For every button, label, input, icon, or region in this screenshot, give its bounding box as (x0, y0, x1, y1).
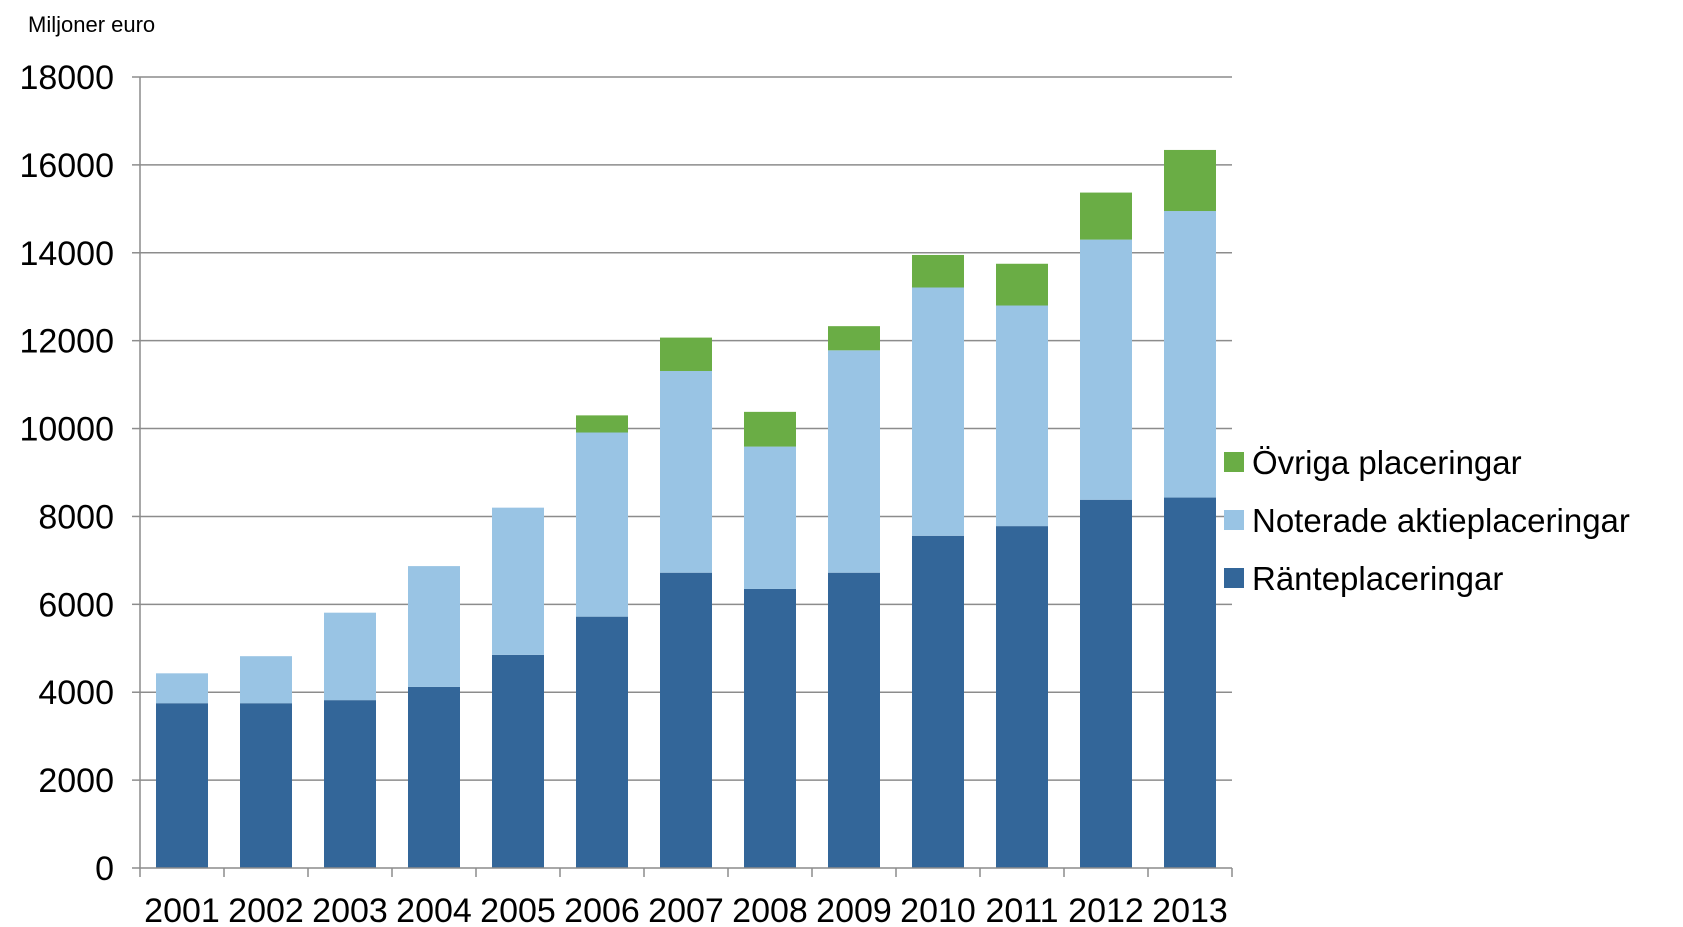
bar-2002-series-0 (240, 703, 292, 868)
bar-2002-series-1 (240, 656, 292, 704)
bar-2009-series-2 (828, 326, 880, 351)
bar-2011-series-0 (996, 526, 1048, 868)
y-tick-label-16000: 16000 (19, 147, 114, 185)
y-tick-label-12000: 12000 (19, 323, 114, 361)
x-tick-label-2008: 2008 (732, 892, 808, 927)
legend-swatch-1 (1224, 510, 1244, 530)
bar-2011-series-2 (996, 263, 1048, 306)
bar-2006-series-2 (576, 415, 628, 433)
x-tick-label-2011: 2011 (985, 892, 1058, 927)
bar-2003-series-0 (324, 700, 376, 868)
y-tick-label-6000: 6000 (38, 586, 114, 624)
bar-2012-series-0 (1080, 499, 1132, 868)
x-tick-label-2001: 2001 (144, 892, 220, 927)
x-tick-label-2002: 2002 (228, 892, 304, 927)
bars (156, 149, 1216, 868)
bar-2007-series-1 (660, 370, 712, 573)
bar-2013-series-1 (1164, 211, 1216, 498)
legend-label-0: Ränteplaceringar (1252, 560, 1503, 597)
legend-swatch-0 (1224, 568, 1244, 588)
bar-2013-series-2 (1164, 149, 1216, 212)
y-tick-label-8000: 8000 (38, 498, 114, 536)
legend-label-1: Noterade aktieplaceringar (1252, 502, 1630, 539)
legend-label-2: Övriga placeringar (1252, 444, 1522, 481)
y-tick-label-10000: 10000 (19, 411, 114, 449)
bar-2007-series-0 (660, 572, 712, 868)
y-tick-label-14000: 14000 (19, 235, 114, 273)
legend-swatch-2 (1224, 452, 1244, 472)
y-axis-unit-label: Miljoner euro (28, 12, 155, 37)
y-tick-label-2000: 2000 (38, 762, 114, 800)
x-tick-label-2007: 2007 (648, 892, 724, 927)
bar-2010-series-0 (912, 535, 964, 868)
y-tick-label-4000: 4000 (38, 674, 114, 712)
x-tick-label-2009: 2009 (816, 892, 892, 927)
bar-2003-series-1 (324, 612, 376, 701)
bar-2008-series-2 (744, 411, 796, 447)
x-tick-label-2003: 2003 (312, 892, 388, 927)
bar-2009-series-0 (828, 572, 880, 868)
axes (132, 76, 1233, 877)
y-tick-label-18000: 18000 (19, 59, 114, 97)
bar-2004-series-1 (408, 566, 460, 687)
bar-2001-series-0 (156, 703, 208, 868)
bar-2005-series-1 (492, 507, 544, 655)
x-tick-label-2013: 2013 (1152, 892, 1228, 927)
bar-2007-series-2 (660, 337, 712, 371)
legend: Övriga placeringar Noterade aktieplacerin… (1224, 444, 1630, 597)
x-tick-label-2012: 2012 (1068, 892, 1144, 927)
bar-2012-series-2 (1080, 192, 1132, 240)
bar-2011-series-1 (996, 305, 1048, 527)
x-tick-label-2010: 2010 (900, 892, 976, 927)
x-tick-label-2006: 2006 (564, 892, 640, 927)
x-tick-label-2004: 2004 (396, 892, 472, 927)
bar-2009-series-1 (828, 350, 880, 573)
bar-2006-series-0 (576, 616, 628, 868)
y-tick-label-0: 0 (95, 850, 114, 888)
bar-2013-series-0 (1164, 497, 1216, 868)
x-tick-label-2005: 2005 (480, 892, 556, 927)
bar-2008-series-1 (744, 446, 796, 589)
bar-2005-series-0 (492, 654, 544, 868)
bar-2010-series-1 (912, 287, 964, 536)
bar-2001-series-1 (156, 673, 208, 704)
bar-2010-series-2 (912, 254, 964, 288)
bar-2012-series-1 (1080, 239, 1132, 500)
bar-2008-series-0 (744, 588, 796, 868)
bar-2006-series-1 (576, 432, 628, 617)
bar-2004-series-0 (408, 686, 460, 868)
tick-labels: 0 2000 4000 6000 8000 10000 12000 14000 16000 180… (19, 59, 1227, 927)
